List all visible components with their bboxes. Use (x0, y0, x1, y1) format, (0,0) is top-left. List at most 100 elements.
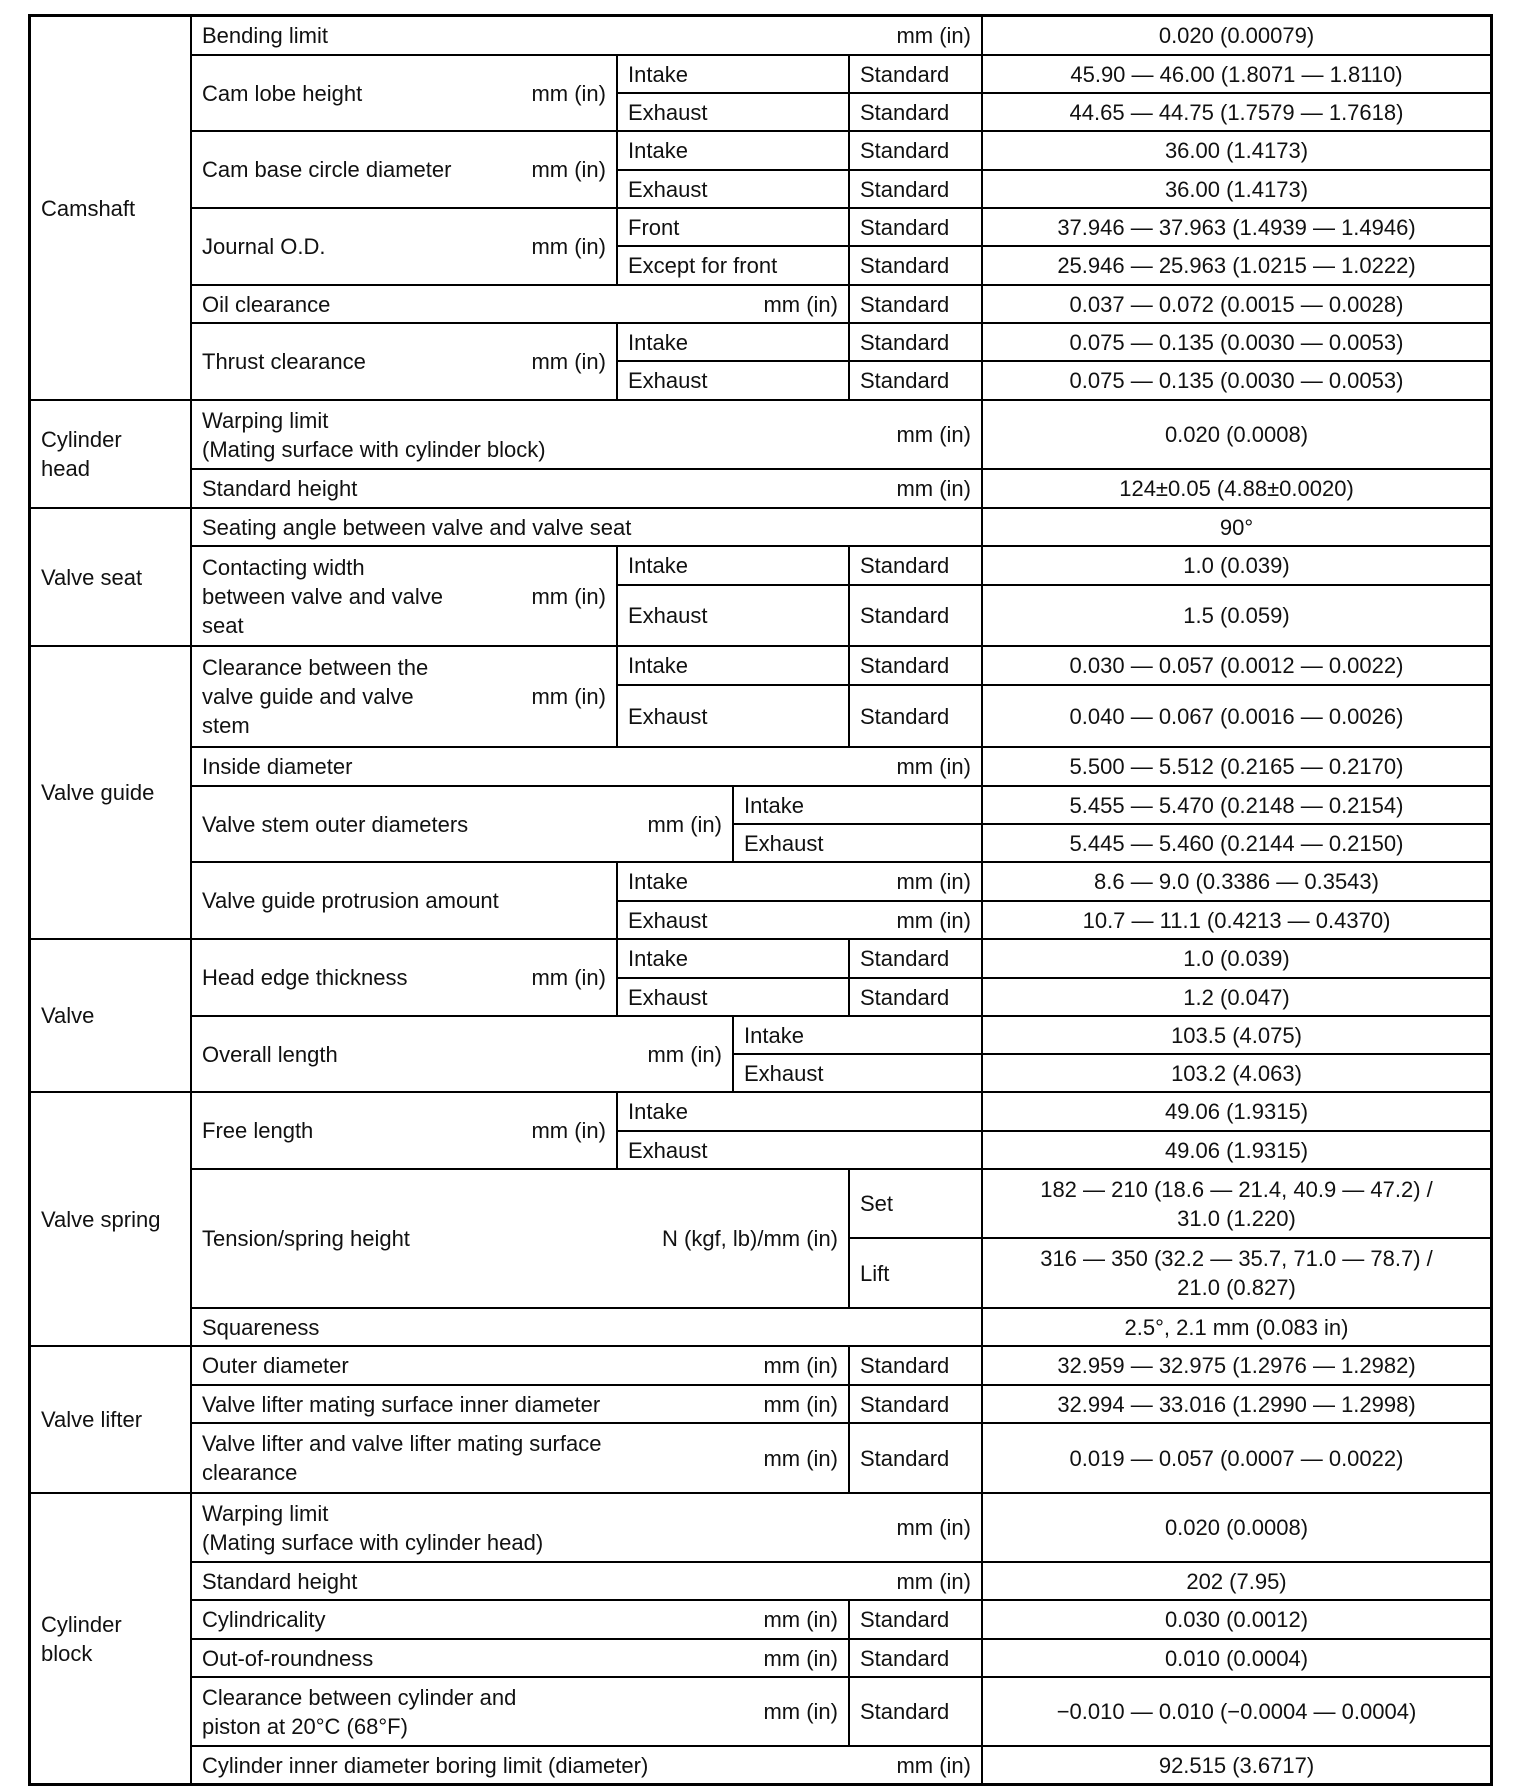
spec-label: Warping limit (Mating surface with cylin… (202, 1500, 544, 1555)
sub-item: Exhaust (618, 1132, 981, 1168)
spec-label: Warping limit (Mating surface with cylin… (202, 407, 546, 462)
value-cell: 1.0 (0.039) (983, 547, 1490, 584)
value-cell: 25.946 — 25.963 (1.0215 — 1.0222) (983, 247, 1490, 284)
sub-item: Intake (618, 132, 848, 169)
spec-label: Head edge thickness (202, 965, 408, 990)
sub-item: Exhaust (618, 171, 848, 207)
spec-label: Overall length (202, 1041, 338, 1067)
value-cell: 0.030 (0.0012) (983, 1601, 1490, 1638)
spec-item: Overall length mm (in) (192, 1017, 732, 1091)
sub-item: Exhaust mm (in) (618, 902, 981, 938)
spec-label: Outer diameter (202, 1353, 349, 1378)
condition-cell: Standard (850, 1601, 981, 1638)
sub-item: Front (618, 209, 848, 245)
condition-cell: Standard (850, 362, 981, 399)
spec-label: Valve stem outer diameters (202, 811, 469, 837)
spec-label: Seating angle between valve and valve se… (202, 514, 632, 540)
sub-item: Exhaust (734, 825, 981, 861)
sub-item: Set (850, 1170, 981, 1237)
value-cell: 0.020 (0.0008) (983, 1494, 1490, 1561)
value-cell: 0.019 — 0.057 (0.0007 — 0.0022) (983, 1424, 1490, 1492)
spec-label: Cylindricality (202, 1607, 326, 1632)
condition-cell: Standard (850, 1347, 981, 1384)
spec-item: Clearance between cylinder and piston at… (192, 1678, 848, 1745)
sub-item: Exhaust (618, 362, 848, 399)
sub-item: Exhaust (618, 586, 848, 645)
value-cell: 103.5 (4.075) (983, 1017, 1490, 1053)
spec-label: Cam lobe height (202, 80, 363, 106)
value-cell: 1.5 (0.059) (983, 586, 1490, 645)
spec-item: Thrust clearance mm (in) (192, 324, 616, 399)
condition-cell: Standard (850, 247, 981, 284)
sub-item: Intake (618, 647, 848, 684)
spec-item: Warping limit (Mating surface with cylin… (192, 401, 981, 468)
unit-label: mm (in) (896, 907, 971, 933)
sub-item: Intake (618, 940, 848, 977)
value-cell: 10.7 — 11.1 (0.4213 — 0.4370) (983, 902, 1490, 938)
value-cell: 0.030 — 0.057 (0.0012 — 0.0022) (983, 647, 1490, 684)
sub-item: Intake (618, 547, 848, 584)
unit-label: mm (in) (763, 1645, 838, 1671)
condition-cell: Standard (850, 586, 981, 645)
condition-cell: Standard (850, 94, 981, 130)
section-label: Camshaft (31, 17, 190, 399)
value-cell: 1.0 (0.039) (983, 940, 1490, 977)
spec-label: Cylinder inner diameter boring limit (di… (202, 1752, 649, 1778)
value-cell: −0.010 — 0.010 (−0.0004 — 0.0004) (983, 1678, 1490, 1745)
sub-item: Except for front (618, 247, 848, 284)
section-label: Cylinder block (31, 1494, 190, 1783)
condition-cell: Standard (850, 647, 981, 684)
value-cell: 49.06 (1.9315) (983, 1132, 1490, 1168)
spec-item: Warping limit (Mating surface with cylin… (192, 1494, 981, 1561)
spec-item: Contacting width between valve and valve… (192, 547, 616, 645)
spec-item: Valve lifter and valve lifter mating sur… (192, 1424, 848, 1492)
sub-item: Intake (618, 1093, 981, 1130)
value-cell: 44.65 — 44.75 (1.7579 — 1.7618) (983, 94, 1490, 130)
unit-label: mm (in) (531, 349, 606, 374)
spec-label: Cam base circle diameter (202, 157, 452, 182)
condition-cell: Standard (850, 547, 981, 584)
condition-cell: Standard (850, 209, 981, 245)
value-cell: 316 — 350 (32.2 — 35.7, 71.0 — 78.7) / 2… (983, 1239, 1490, 1307)
section-label: Valve spring (31, 1093, 190, 1345)
value-cell: 0.040 — 0.067 (0.0016 — 0.0026) (983, 686, 1490, 746)
unit-label: mm (in) (763, 1607, 838, 1632)
unit-label: mm (in) (896, 476, 971, 501)
sub-item: Intake (734, 787, 981, 823)
spec-item: Free length mm (in) (192, 1093, 616, 1168)
spec-item: Inside diameter mm (in) (192, 748, 981, 785)
value-cell: 1.2 (0.047) (983, 979, 1490, 1015)
spec-item: Cam base circle diameter mm (in) (192, 132, 616, 207)
section-label: Valve lifter (31, 1347, 190, 1492)
spec-label: Oil clearance (202, 291, 331, 317)
spec-label: Standard height (202, 1568, 358, 1594)
spec-item: Valve guide protrusion amount (192, 863, 616, 938)
unit-label: mm (in) (647, 811, 722, 837)
unit-label: mm (in) (763, 1391, 838, 1417)
sub-item: Intake (618, 324, 848, 360)
spec-label: Standard height (202, 476, 358, 501)
specifications-table: Camshaft Cylinder head Valve seat Valve gui… (28, 14, 1493, 1786)
condition-cell: Standard (850, 1424, 981, 1492)
sub-item: Intake (618, 56, 848, 92)
section-label: Valve guide (31, 647, 190, 938)
value-cell: 5.500 — 5.512 (0.2165 — 0.2170) (983, 748, 1490, 785)
spec-item: Standard height mm (in) (192, 470, 981, 507)
spec-item: Cylindricality mm (in) (192, 1601, 848, 1638)
value-cell: 32.994 — 33.016 (1.2990 — 1.2998) (983, 1386, 1490, 1422)
spec-label: Clearance between the valve guide and va… (202, 655, 429, 738)
spec-label: Thrust clearance (202, 349, 366, 374)
value-cell: 0.020 (0.0008) (983, 401, 1490, 468)
sub-item: Intake mm (in) (618, 863, 981, 900)
unit-label: mm (in) (896, 1752, 971, 1778)
spec-label: Contacting width between valve and valve… (202, 554, 443, 638)
sub-item: Lift (850, 1239, 981, 1307)
spec-item: Bending limit mm (in) (192, 17, 981, 54)
value-cell: 49.06 (1.9315) (983, 1093, 1490, 1130)
value-cell: 8.6 — 9.0 (0.3386 — 0.3543) (983, 863, 1490, 900)
spec-item: Squareness (192, 1309, 981, 1345)
value-cell: 124±0.05 (4.88±0.0020) (983, 470, 1490, 507)
unit-label: N (kgf, lb)/mm (in) (662, 1226, 838, 1251)
unit-label: mm (in) (647, 1041, 722, 1067)
unit-label: mm (in) (763, 1699, 838, 1724)
